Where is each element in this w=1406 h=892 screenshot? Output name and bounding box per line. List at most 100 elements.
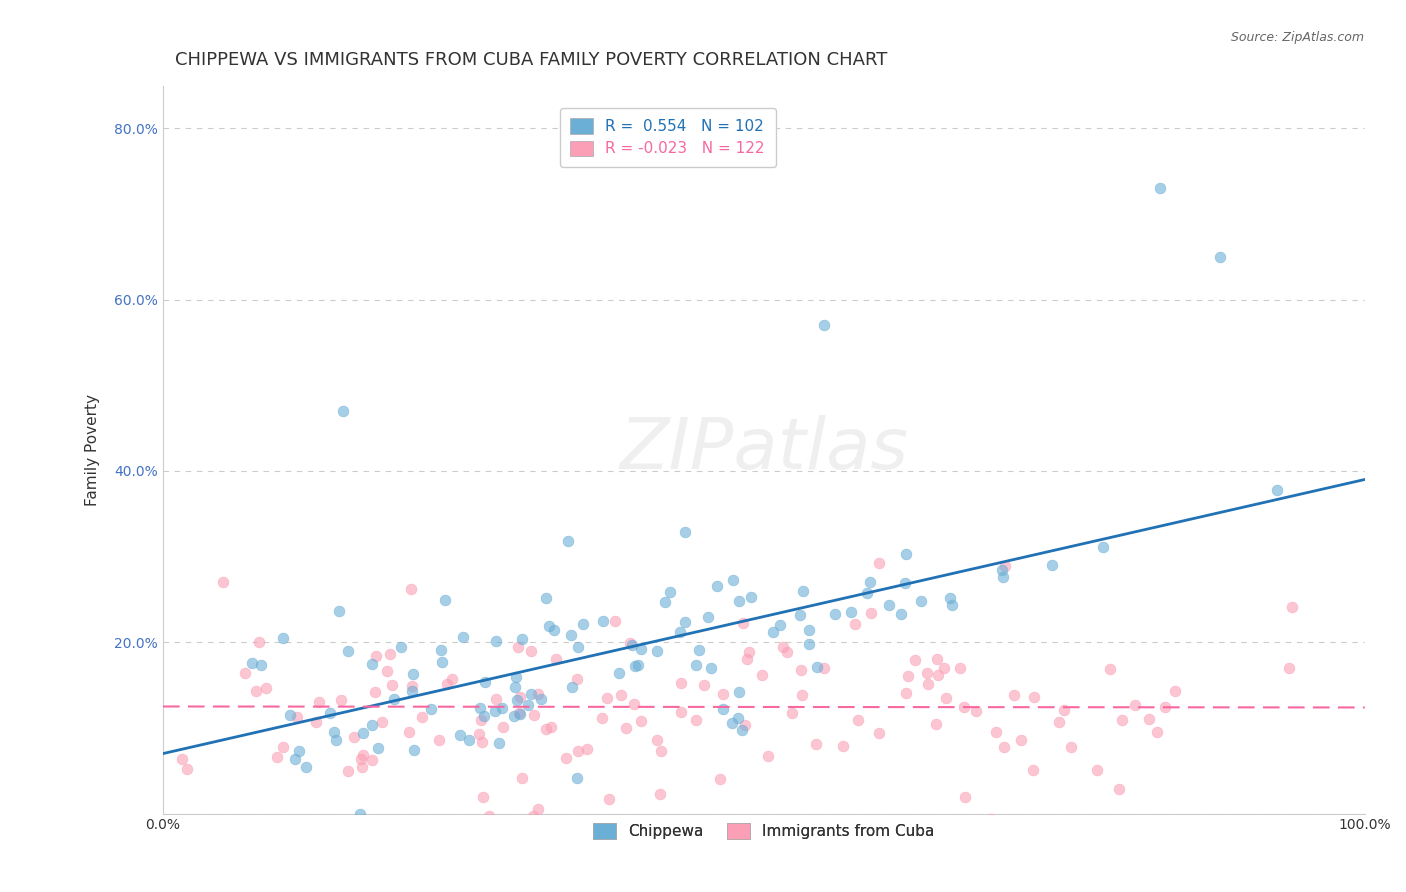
- Point: [375, 664, 398, 678]
- Point: [352, 760, 374, 774]
- Point: [673, 615, 696, 630]
- Point: [603, 614, 626, 628]
- Point: [1053, 703, 1076, 717]
- Point: [720, 715, 742, 730]
- Point: [896, 548, 918, 562]
- Point: [451, 630, 474, 644]
- Point: [398, 724, 420, 739]
- Point: [328, 603, 350, 617]
- Point: [1002, 688, 1025, 702]
- Point: [510, 771, 533, 785]
- Point: [278, 708, 301, 723]
- Point: [352, 725, 374, 739]
- Point: [471, 735, 494, 749]
- Point: [420, 702, 443, 716]
- Point: [172, 752, 194, 766]
- Point: [361, 718, 384, 732]
- Point: [709, 772, 731, 786]
- Point: [1278, 661, 1301, 675]
- Point: [1149, 181, 1171, 195]
- Point: [254, 681, 277, 696]
- Point: [658, 585, 681, 599]
- Point: [284, 752, 307, 766]
- Point: [484, 705, 506, 719]
- Point: [609, 689, 631, 703]
- Point: [506, 640, 529, 654]
- Point: [623, 697, 645, 711]
- Point: [654, 595, 676, 609]
- Text: Source: ZipAtlas.com: Source: ZipAtlas.com: [1230, 31, 1364, 45]
- Point: [927, 667, 949, 681]
- Point: [509, 707, 531, 722]
- Point: [337, 764, 360, 779]
- Point: [1047, 715, 1070, 730]
- Point: [904, 653, 927, 667]
- Point: [367, 741, 389, 756]
- Point: [571, 617, 593, 632]
- Point: [619, 636, 641, 650]
- Point: [648, 787, 671, 801]
- Point: [756, 749, 779, 764]
- Point: [433, 593, 456, 607]
- Point: [440, 673, 463, 687]
- Point: [287, 710, 309, 724]
- Point: [860, 606, 883, 620]
- Point: [557, 533, 579, 548]
- Point: [565, 771, 588, 785]
- Point: [846, 714, 869, 728]
- Point: [1123, 698, 1146, 712]
- Point: [1137, 712, 1160, 726]
- Point: [505, 670, 527, 684]
- Point: [560, 628, 582, 642]
- Point: [685, 713, 707, 727]
- Point: [727, 710, 749, 724]
- Point: [1111, 713, 1133, 727]
- Point: [1146, 724, 1168, 739]
- Point: [266, 749, 288, 764]
- Point: [792, 583, 814, 598]
- Point: [868, 557, 890, 571]
- Point: [949, 661, 972, 675]
- Point: [382, 692, 405, 706]
- Point: [591, 711, 613, 725]
- Point: [1022, 690, 1045, 705]
- Point: [366, 649, 388, 664]
- Point: [294, 760, 316, 774]
- Point: [693, 678, 716, 692]
- Point: [212, 575, 235, 590]
- Point: [910, 594, 932, 608]
- Point: [485, 633, 508, 648]
- Point: [250, 658, 273, 673]
- Point: [399, 582, 422, 596]
- Point: [510, 632, 533, 646]
- Point: [734, 718, 756, 732]
- Point: [534, 722, 557, 736]
- Point: [517, 698, 540, 713]
- Point: [1059, 739, 1081, 754]
- Point: [319, 706, 342, 720]
- Point: [1022, 763, 1045, 777]
- Point: [623, 659, 645, 673]
- Point: [991, 564, 1014, 578]
- Point: [769, 618, 792, 632]
- Point: [488, 736, 510, 750]
- Point: [627, 658, 650, 673]
- Point: [994, 558, 1017, 573]
- Point: [868, 725, 890, 739]
- Point: [240, 656, 263, 670]
- Point: [411, 710, 433, 724]
- Point: [352, 748, 374, 763]
- Point: [831, 739, 853, 753]
- Point: [645, 733, 668, 747]
- Point: [506, 693, 529, 707]
- Point: [789, 607, 811, 622]
- Point: [233, 665, 256, 680]
- Point: [389, 640, 412, 654]
- Point: [806, 737, 828, 751]
- Point: [598, 791, 620, 805]
- Point: [953, 789, 976, 804]
- Point: [401, 684, 423, 698]
- Point: [673, 524, 696, 539]
- Point: [776, 645, 799, 659]
- Point: [381, 678, 404, 692]
